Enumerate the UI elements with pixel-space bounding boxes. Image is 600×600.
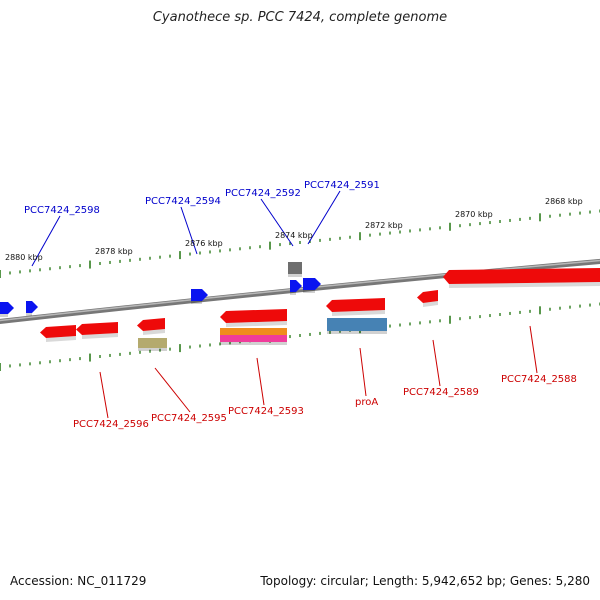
forward-gene [26,301,38,316]
leader-line [307,190,341,245]
reverse-gene [76,322,118,339]
feature-arrow-body [417,290,438,303]
feature-shadow [288,274,302,277]
feature-shadow [290,292,296,295]
genome-backbone [0,258,600,324]
leader-line [359,347,367,397]
feature-rna-grey [288,262,302,277]
feature-arrow-body [191,289,208,301]
feature-arrow-body [40,325,76,338]
leader-line [180,206,198,255]
gene-label: PCC7424_2596 [73,419,149,430]
feature-bar-body [220,328,287,335]
feature-shadow [143,329,165,335]
reverse-gene [443,268,600,288]
feature-arrow-body [0,302,14,314]
reverse-gene [326,298,385,316]
map-title: Cyanothece sp. PCC 7424, complete genome [152,10,448,25]
feature-layer [0,262,600,351]
feature-shadow [26,313,32,316]
gene-label: PCC7424_2589 [403,387,479,398]
feature-shadow [191,301,202,304]
feature-arrow-body [26,301,38,313]
label-leader-lines [31,190,538,419]
coordinate-label: 2872 kbp [365,221,403,230]
leader-line [31,215,61,267]
feature-shadow [226,321,287,327]
feature-shadow [0,314,8,317]
leader-line [260,198,294,247]
feature-shadow [449,282,600,288]
gene-label: PCC7424_2595 [151,413,227,424]
feature-arrow-body [137,318,165,331]
coordinate-label: 2878 kbp [95,247,133,256]
reverse-gene [220,309,287,327]
coordinate-label: 2874 kbp [275,231,313,240]
feature-arrow-body [220,309,287,323]
feature-bar-body [288,262,302,274]
genome-backbone-highlight [0,259,600,322]
leader-line [154,367,191,413]
leader-line [256,357,265,406]
gene-label-layer: PCC7424_2598PCC7424_2594PCC7424_2592PCC7… [24,180,577,430]
gene-label: PCC7424_2593 [228,406,304,417]
leader-line [432,339,441,387]
forward-tick-track [0,209,600,278]
feature-arrow-body [443,268,600,284]
gene-label: PCC7424_2588 [501,374,577,385]
feature-shadow [220,342,287,345]
coordinate-label: 2868 kbp [545,197,583,206]
reverse-gene [417,290,438,307]
genome-summary-text: Topology: circular; Length: 5,942,652 bp… [260,574,590,588]
feature-bar-body [327,318,387,331]
feature-shadow [46,336,76,342]
coordinate-label: 2880 kbp [5,253,43,262]
gene-label: PCC7424_2594 [145,196,221,207]
reverse-gene [137,318,165,335]
gene-label: PCC7424_2591 [304,180,380,191]
reverse-gene [40,325,76,342]
feature-olive [138,338,167,351]
accession-text: Accession: NC_011729 [10,574,147,588]
gene-label: PCC7424_2598 [24,205,100,216]
coordinate-label-layer: 2880 kbp 2878 kbp 2876 kbp 2874 kbp 2872 kbp… [5,197,583,262]
feature-arrow-body [76,322,118,335]
feature-arrow-body [303,278,321,290]
forward-gene [290,280,302,295]
coordinate-label: 2876 kbp [185,239,223,248]
feature-shadow [327,331,387,334]
leader-line [529,325,538,374]
feature-shadow [332,310,385,316]
feature-bar-body [220,335,287,342]
feature-steelblue [327,318,387,334]
feature-arrow-body [326,298,385,312]
feature-shadow [423,301,438,307]
feature-shadow [82,333,118,339]
forward-gene [0,302,14,317]
feature-shadow [138,348,167,351]
feature-arrow-body [290,280,302,292]
forward-gene [191,289,208,304]
feature-shadow [303,290,315,293]
leader-line [99,371,109,419]
coordinate-label: 2870 kbp [455,210,493,219]
feature-bar-body [138,338,167,348]
forward-gene [303,278,321,293]
gene-label: proA [355,397,378,408]
gene-label: PCC7424_2592 [225,188,301,199]
feature-pink [220,335,287,345]
